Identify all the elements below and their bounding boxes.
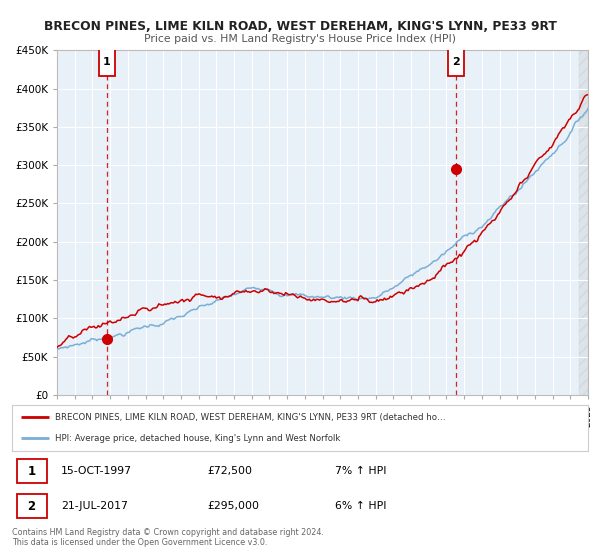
Text: Price paid vs. HM Land Registry's House Price Index (HPI): Price paid vs. HM Land Registry's House … [144, 34, 456, 44]
Text: BRECON PINES, LIME KILN ROAD, WEST DEREHAM, KING'S LYNN, PE33 9RT (detached ho…: BRECON PINES, LIME KILN ROAD, WEST DEREH… [55, 413, 446, 422]
Text: 2: 2 [452, 58, 460, 67]
Text: BRECON PINES, LIME KILN ROAD, WEST DEREHAM, KING'S LYNN, PE33 9RT: BRECON PINES, LIME KILN ROAD, WEST DEREH… [44, 20, 556, 34]
Text: 7% ↑ HPI: 7% ↑ HPI [335, 466, 386, 476]
Text: £295,000: £295,000 [208, 501, 260, 511]
Text: 1: 1 [103, 58, 110, 67]
Text: 6% ↑ HPI: 6% ↑ HPI [335, 501, 386, 511]
Text: 15-OCT-1997: 15-OCT-1997 [61, 466, 132, 476]
Text: This data is licensed under the Open Government Licence v3.0.: This data is licensed under the Open Gov… [12, 538, 268, 547]
Text: £72,500: £72,500 [208, 466, 253, 476]
Text: Contains HM Land Registry data © Crown copyright and database right 2024.: Contains HM Land Registry data © Crown c… [12, 528, 324, 536]
Text: 1: 1 [28, 465, 35, 478]
Text: 21-JUL-2017: 21-JUL-2017 [61, 501, 128, 511]
Bar [448, 49, 464, 76]
Text: 2: 2 [28, 500, 35, 512]
Bar [17, 494, 47, 519]
Bar [579, 50, 588, 395]
Bar [17, 459, 47, 483]
Text: HPI: Average price, detached house, King's Lynn and West Norfolk: HPI: Average price, detached house, King… [55, 434, 341, 443]
Bar [98, 49, 115, 76]
